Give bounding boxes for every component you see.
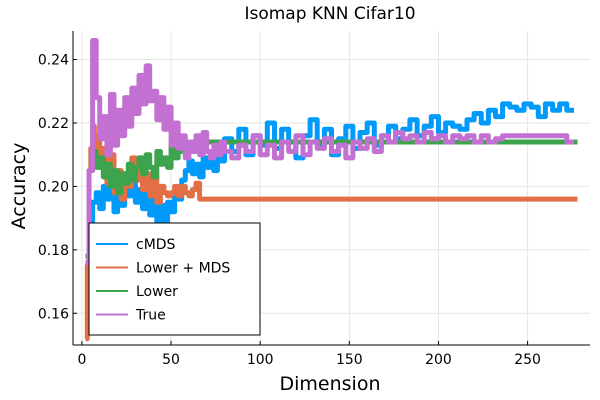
legend-label: cMDS <box>136 237 176 253</box>
y-tick-label: 0.20 <box>38 179 69 195</box>
series-layer <box>84 38 578 342</box>
axes <box>72 31 590 346</box>
legend-label: True <box>135 308 166 324</box>
legend-label: Lower <box>136 284 178 300</box>
x-tick-label: 100 <box>247 352 274 368</box>
chart-title: Isomap KNN Cifar10 <box>244 4 415 24</box>
legend-box <box>88 222 261 336</box>
y-tick-label: 0.16 <box>38 306 69 322</box>
x-tick-label: 0 <box>77 352 86 368</box>
x-tick-label: 50 <box>162 352 180 368</box>
series-line-true <box>85 38 574 265</box>
tick-labels: 0 50 100 150 200 250 0.16 0.18 0.20 0.22 0.24 <box>38 53 541 368</box>
legend-label: Lower + MDS <box>136 261 230 277</box>
y-tick-label: 0.22 <box>38 116 69 132</box>
x-tick-label: 250 <box>514 352 541 368</box>
x-axis-title: Dimension <box>280 373 381 395</box>
y-axis-title: Accuracy <box>8 143 30 230</box>
legend: cMDS Lower + MDS Lower True <box>88 222 261 336</box>
x-tick-label: 150 <box>336 352 363 368</box>
y-tick-label: 0.18 <box>38 243 69 259</box>
y-tick-label: 0.24 <box>38 53 69 69</box>
x-tick-label: 200 <box>425 352 452 368</box>
